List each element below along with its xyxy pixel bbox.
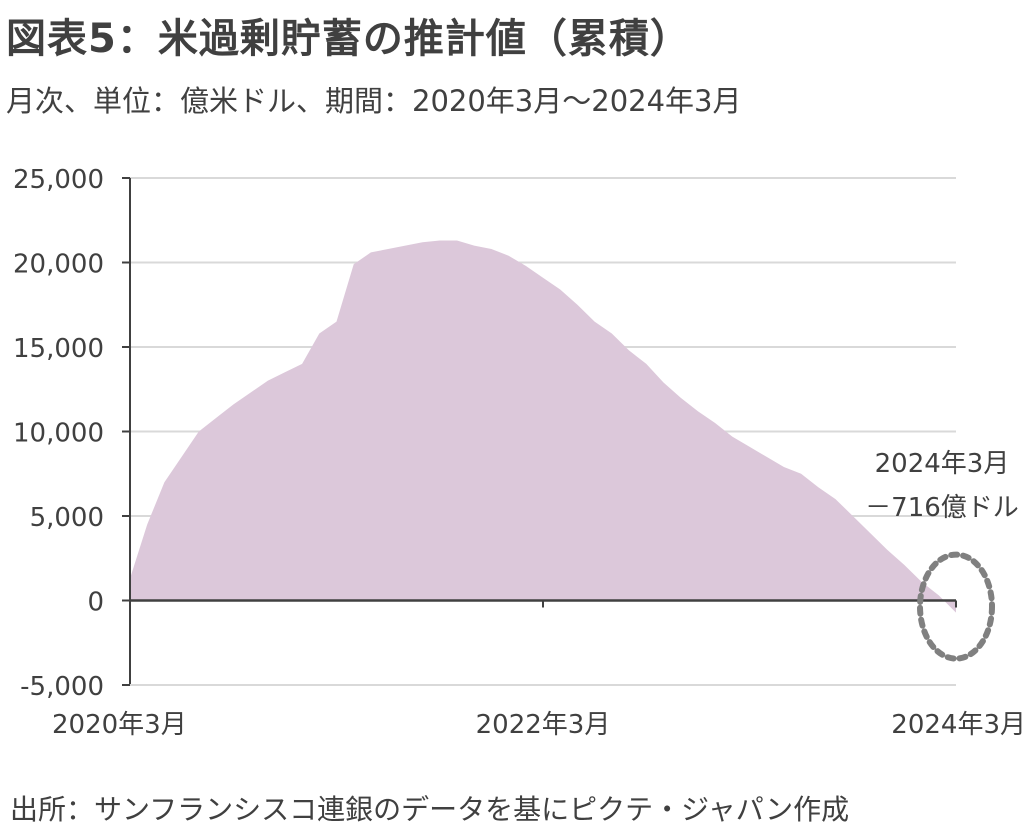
- source-note: 出所：サンフランシスコ連銀のデータを基にピクテ・ジャパン作成: [10, 793, 850, 826]
- y-tick-label: -5,000: [20, 672, 104, 702]
- excess-savings-area: [130, 240, 956, 613]
- y-tick-label: 25,000: [13, 165, 104, 195]
- y-tick-label: 5,000: [30, 503, 104, 533]
- annotation-value: －716億ドル: [865, 493, 1019, 523]
- chart-subtitle: 月次、単位：億米ドル、期間：2020年3月～2024年3月: [6, 84, 742, 118]
- y-tick-label: 15,000: [13, 334, 104, 364]
- dotted-ellipse-marker: [917, 551, 995, 662]
- annotation: 2024年3月 －716億ドル: [865, 449, 1019, 662]
- x-tick-label: 2024年3月: [891, 710, 1026, 740]
- y-tick-label: 20,000: [13, 250, 104, 280]
- x-tick-label: 2022年3月: [476, 710, 611, 740]
- annotation-date: 2024年3月: [875, 449, 1010, 479]
- y-tick-label: 10,000: [13, 419, 104, 449]
- x-tick-label: 2020年3月: [52, 710, 187, 740]
- axes: [122, 177, 957, 686]
- chart-title: 図表5：米過剰貯蓄の推計値（累積）: [6, 16, 691, 62]
- y-tick-labels: 25,000 20,000 15,000 10,000 5,000 0 -5,000: [13, 165, 104, 702]
- y-tick-label: 0: [87, 588, 104, 618]
- area-series: [130, 240, 956, 613]
- x-tick-labels: 2020年3月 2022年3月 2024年3月: [52, 710, 1026, 740]
